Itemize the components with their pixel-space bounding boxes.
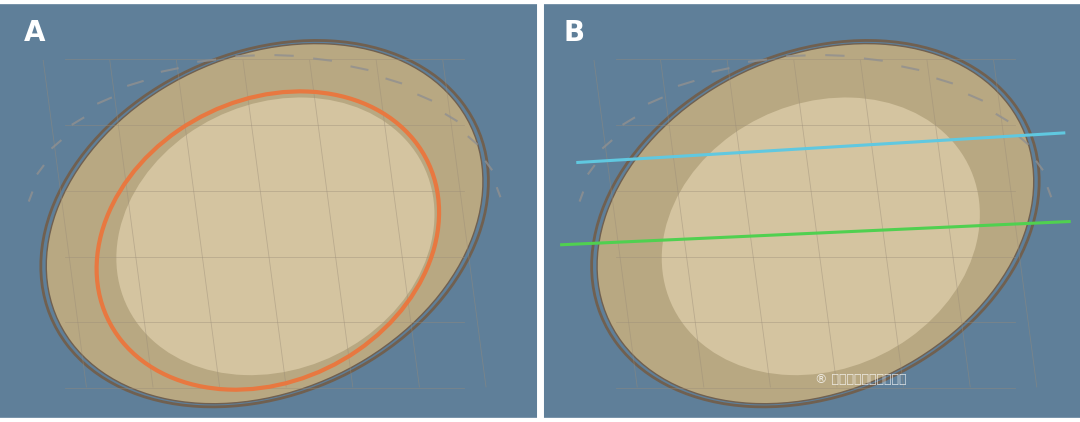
Text: ® 神经外科医生胡永汉汇: ® 神经外科医生胡永汉汇 — [815, 373, 907, 386]
Text: A: A — [24, 19, 45, 47]
Ellipse shape — [117, 97, 434, 375]
Ellipse shape — [597, 43, 1034, 404]
Text: B: B — [564, 19, 585, 47]
Ellipse shape — [46, 43, 483, 404]
Ellipse shape — [662, 97, 980, 375]
